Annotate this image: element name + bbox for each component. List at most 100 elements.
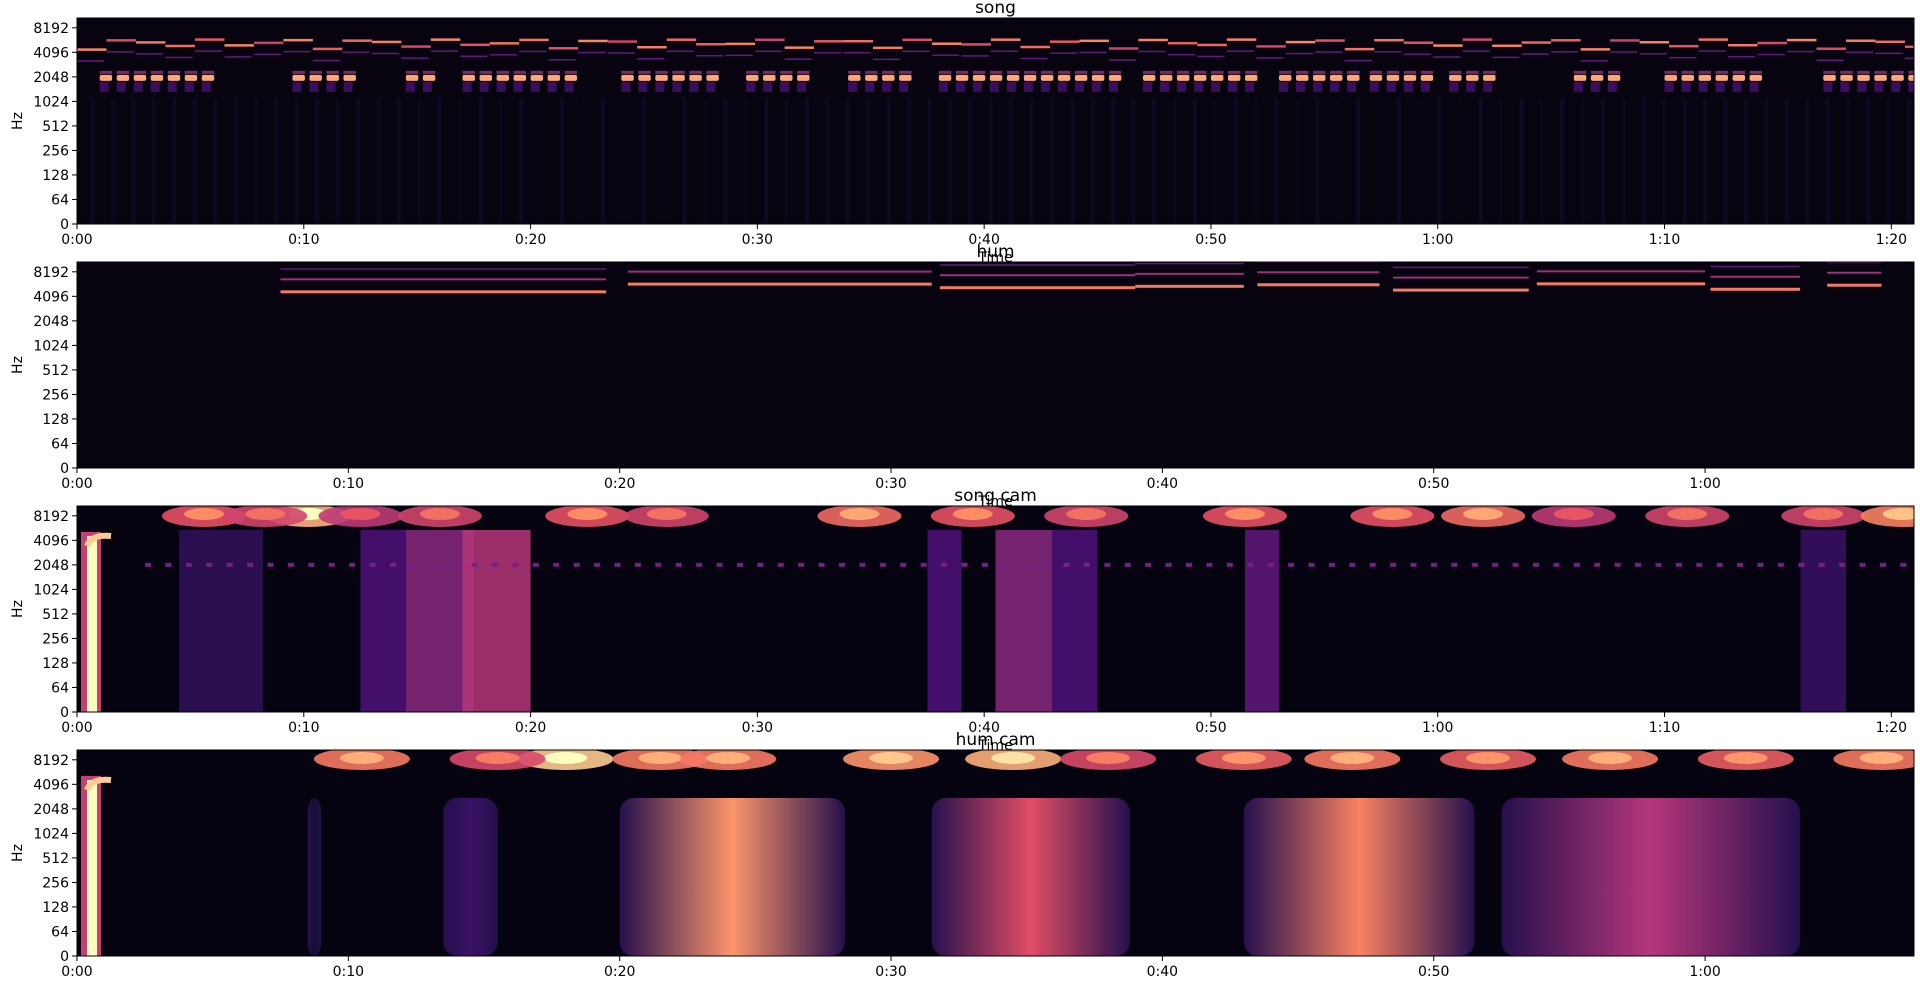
- spectral-column: [743, 98, 748, 224]
- note-glow: [1176, 70, 1190, 74]
- note-shadow: [706, 81, 716, 92]
- cam-top-blob-core: [869, 752, 914, 764]
- harmonic-line: [902, 50, 930, 53]
- hum-harmonic: [1393, 266, 1529, 269]
- harmonic-line: [1138, 38, 1168, 42]
- harmonic-line: [814, 40, 844, 43]
- cam-region: [1243, 798, 1475, 956]
- note-glow: [1142, 70, 1156, 74]
- note-trace: [818, 562, 825, 567]
- cam-top-blob-core: [1224, 508, 1265, 520]
- harmonic-line: [1403, 53, 1431, 55]
- harmonic-line: [342, 39, 372, 42]
- x-tick-label: 1:10: [1649, 232, 1680, 248]
- harmonic-line: [401, 45, 431, 48]
- note-trace: [1594, 562, 1601, 567]
- harmonic-line: [1875, 40, 1905, 44]
- note-shadow: [1449, 81, 1459, 92]
- note-glow: [1159, 70, 1173, 74]
- note-2048hz: [1698, 74, 1712, 81]
- note-trace: [1675, 562, 1682, 567]
- note-glow: [150, 70, 164, 74]
- note-2048hz: [292, 74, 305, 81]
- harmonic-line: [1845, 39, 1876, 42]
- y-tick-label: 256: [42, 143, 69, 159]
- x-tick-label: 0:20: [515, 232, 546, 248]
- spectral-column: [274, 98, 279, 224]
- note-trace: [1879, 562, 1886, 567]
- note-glow: [1466, 70, 1479, 74]
- note-trace: [1022, 562, 1029, 567]
- note-2048hz: [1313, 74, 1326, 81]
- note-glow: [972, 70, 986, 74]
- heatmap-background: [77, 262, 1914, 468]
- harmonic-line: [1904, 45, 1914, 49]
- harmonic-line: [666, 38, 697, 41]
- note-shadow: [1466, 81, 1476, 92]
- spectral-column: [947, 98, 952, 224]
- harmonic-line: [1610, 51, 1638, 53]
- cam-top-blob-core: [419, 508, 460, 520]
- note-2048hz: [1369, 74, 1383, 81]
- harmonic-line: [1079, 39, 1109, 43]
- hum-harmonic: [1135, 284, 1244, 288]
- note-glow: [1681, 70, 1695, 74]
- note-2048hz: [1823, 74, 1836, 81]
- y-tick-label: 512: [42, 607, 69, 623]
- spectral-column: [907, 98, 912, 224]
- note-trace: [859, 562, 866, 567]
- note-shadow: [422, 81, 432, 92]
- note-trace: [1328, 562, 1335, 567]
- note-glow: [462, 70, 476, 74]
- cam-top-blob-core: [340, 508, 381, 520]
- note-glow: [1193, 70, 1207, 74]
- note-2048hz: [865, 74, 878, 81]
- note-trace: [1471, 562, 1478, 567]
- harmonic-line: [135, 53, 164, 55]
- note-trace: [1777, 562, 1784, 567]
- note-2048hz: [1732, 74, 1746, 81]
- note-glow: [167, 70, 181, 74]
- note-trace: [369, 562, 376, 567]
- note-2048hz: [746, 74, 759, 81]
- cam-top-blob-core: [184, 508, 225, 520]
- harmonic-line: [312, 59, 341, 62]
- spectral-column: [682, 98, 687, 224]
- note-glow: [1908, 70, 1914, 74]
- note-glow: [184, 70, 198, 74]
- x-tick-label: 1:20: [1876, 232, 1907, 248]
- y-tick-label: 8192: [33, 753, 69, 769]
- cam-top-blob-core: [1588, 752, 1633, 764]
- harmonic-line: [666, 50, 694, 52]
- note-trace: [1308, 562, 1315, 567]
- harmonic-line: [135, 41, 166, 44]
- note-2048hz: [1483, 74, 1496, 81]
- note-shadow: [621, 81, 631, 92]
- note-shadow: [882, 81, 892, 92]
- note-2048hz: [530, 74, 544, 81]
- note-trace: [1288, 562, 1295, 567]
- note-shadow: [1749, 81, 1759, 92]
- note-2048hz: [655, 74, 668, 81]
- note-2048hz: [1227, 74, 1241, 81]
- spectral-column: [1335, 98, 1340, 224]
- cam-band: [1800, 530, 1846, 712]
- harmonic-line: [489, 42, 520, 45]
- note-trace: [594, 562, 601, 567]
- note-trace: [1532, 562, 1539, 567]
- spectral-column: [1539, 98, 1544, 224]
- harmonic-line: [1167, 53, 1196, 56]
- axes-frame: [76, 17, 1915, 225]
- hum-harmonic: [280, 290, 607, 294]
- note-trace: [716, 562, 723, 567]
- spectral-column: [1662, 98, 1667, 224]
- note-shadow: [405, 81, 415, 92]
- note-2048hz: [201, 74, 215, 81]
- note-glow: [689, 70, 702, 74]
- hum-harmonic: [1827, 262, 1882, 264]
- spectral-column: [437, 98, 442, 224]
- x-tick-label: 0:20: [515, 720, 546, 736]
- note-glow: [1607, 70, 1621, 74]
- note-shadow: [530, 81, 540, 92]
- x-tick-label: 0:50: [1418, 964, 1449, 980]
